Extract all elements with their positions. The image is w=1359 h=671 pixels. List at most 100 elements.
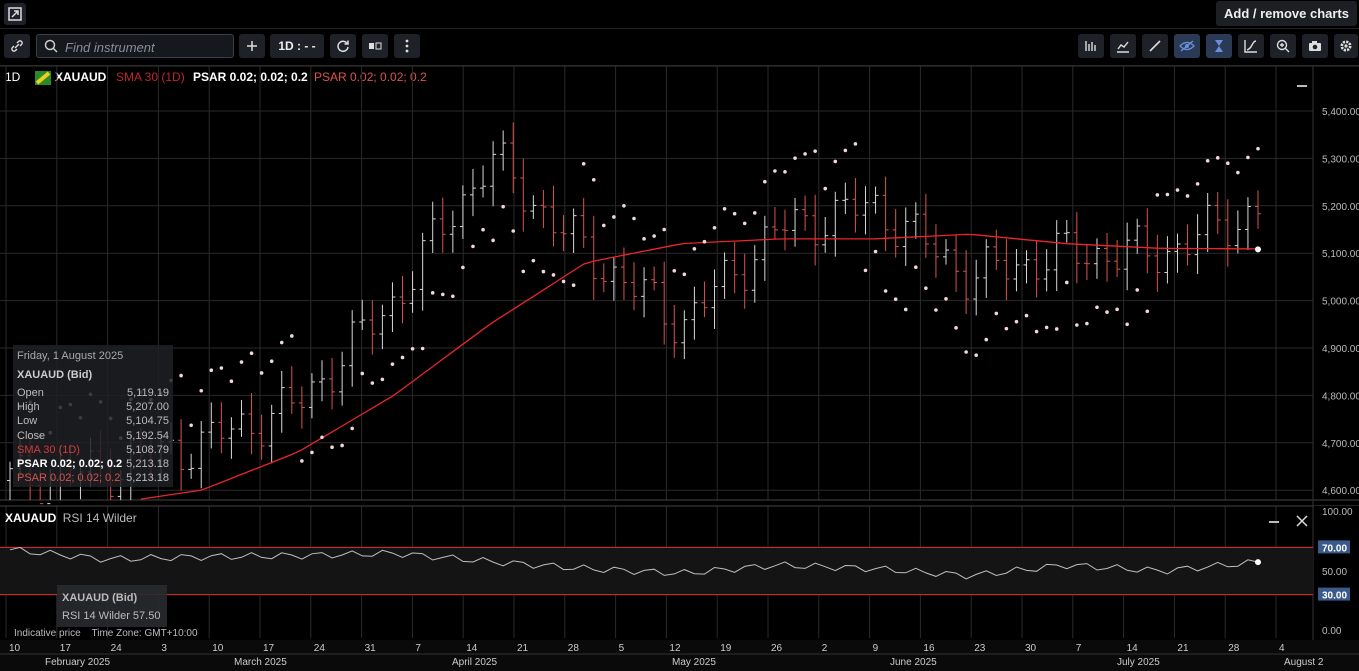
date-tick-label: 26: [771, 643, 783, 654]
ohlc-bar: [520, 158, 527, 232]
chart-type-icon[interactable]: [362, 34, 388, 58]
ohlc-bar: [329, 357, 336, 410]
psar-dot: [300, 459, 304, 463]
ohlc-bar: [802, 195, 809, 231]
ohlc-bar: [248, 392, 255, 455]
ohlc-bar: [1234, 210, 1241, 254]
camera-icon[interactable]: [1302, 34, 1328, 58]
rsi-title: XAUAUD RSI 14 Wilder: [5, 511, 137, 525]
psar-dot: [1044, 325, 1049, 330]
psar-dot: [1226, 161, 1230, 166]
ohlc-bar: [399, 275, 406, 324]
psar-dot: [290, 334, 294, 338]
search-input[interactable]: [63, 38, 232, 56]
minimize-rsi-icon[interactable]: [1269, 521, 1279, 523]
psar-dot: [742, 221, 747, 226]
popout-icon[interactable]: [4, 3, 26, 25]
crosshair-curve-icon[interactable]: [1238, 34, 1264, 58]
ohlc-bar: [288, 366, 295, 414]
ohlc-bar: [550, 185, 557, 247]
refresh-icon[interactable]: [330, 34, 356, 58]
ohlc-bar: [771, 206, 778, 240]
psar-dot: [1145, 309, 1150, 314]
legend-symbol: XAUAUD: [55, 70, 107, 84]
legend-psar-red: PSAR 0.02; 0.02; 0.2: [314, 70, 427, 84]
ohlc-bar: [389, 282, 396, 332]
psar-dot: [199, 388, 204, 393]
ohlc-bar: [1174, 233, 1181, 273]
ohlc-bar: [620, 247, 627, 300]
settings-icon[interactable]: [1334, 34, 1358, 58]
month-label: February 2025: [45, 657, 110, 668]
tooltip-psar-white: PSAR 0.02; 0.02; 0.2 5,213.18: [17, 458, 169, 470]
ohlc-bar: [379, 304, 386, 350]
more-options-icon[interactable]: [394, 34, 420, 58]
ohlc-bar: [359, 299, 366, 330]
studies-icon[interactable]: [1110, 34, 1136, 58]
ohlc-bar: [1063, 220, 1070, 243]
price-axis-label: 5,200.00: [1322, 202, 1359, 213]
ohlc-bar: [268, 404, 275, 464]
psar-dot: [783, 170, 787, 174]
month-label: June 2025: [890, 657, 937, 668]
date-tick-label: 21: [517, 643, 529, 654]
ohlc-bar: [298, 386, 305, 429]
psar-dot: [1095, 305, 1099, 310]
psar-dot: [1195, 182, 1200, 186]
psar-dot: [712, 225, 717, 230]
ohlc-bar: [530, 195, 537, 219]
psar-dot: [974, 353, 978, 357]
ohlc-bar: [278, 370, 285, 433]
psar-dot: [430, 291, 435, 295]
indicators-icon[interactable]: [1078, 34, 1104, 58]
interval-selector[interactable]: 1D : - -: [270, 34, 324, 58]
add-remove-charts-button[interactable]: Add / remove charts: [1216, 1, 1357, 26]
psar-dot: [672, 268, 677, 273]
ohlc-bar: [469, 168, 476, 217]
ohlc-bar: [792, 197, 799, 247]
ohlc-bar: [510, 122, 517, 194]
date-tick-label: 21: [1177, 643, 1189, 654]
ohlc-bar: [480, 165, 487, 198]
psar-dot: [471, 244, 475, 249]
zoom-icon[interactable]: [1270, 34, 1296, 58]
month-label: August 2: [1284, 657, 1324, 668]
psar-dot: [732, 211, 737, 216]
tooltip-date: Friday, 1 August 2025: [17, 350, 124, 362]
ohlc-bar: [701, 281, 708, 318]
ohlc-bar: [178, 419, 185, 491]
psar-dot: [1205, 158, 1210, 163]
psar-dot: [803, 152, 807, 156]
psar-dot: [310, 450, 314, 455]
hide-drawings-icon[interactable]: [1174, 34, 1200, 58]
psar-dot: [1004, 326, 1009, 331]
find-instrument-search[interactable]: [36, 34, 234, 58]
psar-dot: [1256, 146, 1260, 151]
ohlc-bar: [721, 252, 728, 299]
psar-dot: [1125, 322, 1129, 327]
psar-dot: [1155, 193, 1160, 197]
link-icon[interactable]: [4, 34, 30, 58]
minimize-price-pane-icon[interactable]: [1297, 85, 1307, 87]
instrument-flag-icon: [35, 71, 51, 85]
date-tick-label: 17: [263, 643, 275, 654]
psar-dot: [330, 445, 334, 449]
close-rsi-icon[interactable]: [1296, 515, 1308, 527]
sma-line: [140, 233, 1259, 500]
psar-dot: [924, 286, 928, 290]
psar-dot: [612, 215, 616, 219]
ohlc-bar: [339, 351, 346, 406]
tooltip-psar-red: PSAR 0.02; 0.02; 0.2 5,213.18: [17, 472, 169, 484]
draw-line-icon[interactable]: [1142, 34, 1168, 58]
ohlc-bar: [560, 215, 567, 252]
ohlc-bar: [943, 239, 949, 265]
search-icon: [44, 39, 58, 53]
add-instrument-button[interactable]: [239, 34, 265, 58]
date-tick-label: 10: [212, 643, 224, 654]
psar-dot: [692, 247, 697, 251]
magnet-icon[interactable]: [1206, 34, 1232, 58]
psar-dot: [400, 355, 405, 360]
date-tick-label: 23: [974, 643, 986, 654]
ohlc-bar: [238, 399, 245, 437]
